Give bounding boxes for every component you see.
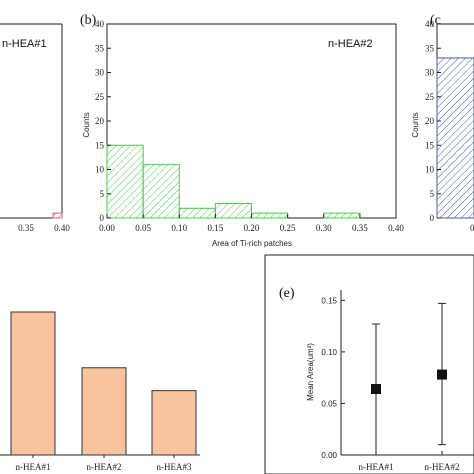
panel-c-y-tick-label: 20 [425, 116, 435, 126]
panel-b-x-tick-label: 0.15 [208, 223, 224, 233]
panel-c-x-tick-label: 0. [470, 223, 474, 233]
panel-b-y-tick-label: 40 [95, 19, 105, 29]
panel-c-y-tick-label: 25 [425, 92, 435, 102]
panel-e-marker [371, 384, 381, 394]
panel-e-letter: (e) [279, 286, 295, 301]
panel-c-y-tick-label: 35 [425, 43, 435, 53]
panel-b-bar [106, 144, 144, 219]
panel-b-bar [214, 202, 252, 219]
panel-b-y-tick-label: 10 [95, 165, 105, 175]
panel-a-bar [52, 212, 63, 219]
panel-b-y-tick-label: 30 [95, 68, 105, 78]
panel-b-bar [323, 212, 361, 219]
panel-e: (e) 0.00 0.05 0.10 0.15 n-HEA#1 n-HEA#2 Mean… [264, 254, 474, 474]
panel-b-y-axis-label: Counts [82, 112, 91, 137]
panel-e-y-tick-label: 0.00 [321, 451, 337, 460]
panel-d-bar [151, 390, 197, 456]
panel-b-y-tick-label: 35 [95, 43, 105, 53]
panel-d-x-tick-label: n-HEA#2 [87, 462, 122, 472]
panel-c-letter: (c [430, 13, 441, 28]
panel-c-y-tick-label: 15 [425, 140, 435, 150]
panel-d: n-HEA#1 n-HEA#2 n-HEA#3 [0, 311, 200, 472]
panel-b-x-tick-label: 0.00 [99, 223, 115, 233]
panel-c: (c 0 5 10 15 20 25 30 35 40 0. Counts [411, 13, 474, 233]
panel-a-x-tick-label: 0.40 [54, 223, 70, 233]
panel-a: n-HEA#1 0.35 0.40 [0, 23, 70, 233]
panel-c-y-tick-label: 5 [430, 189, 435, 199]
panel-e-marker [437, 369, 447, 380]
panel-e-frame [264, 254, 474, 474]
panel-c-y-tick-label: 40 [425, 19, 435, 29]
panel-b: (b) 0 5 10 15 20 25 30 35 40 0.00 0.05 0.10 0.15 0.2… [80, 13, 404, 248]
panel-b-x-tick-label: 0.05 [135, 223, 151, 233]
panel-b-x-tick-label: 0.25 [280, 223, 296, 233]
panel-b-letter: (b) [80, 13, 97, 28]
panel-b-x-tick-label: 0.10 [171, 223, 187, 233]
panel-e-y-tick-label: 0.05 [321, 399, 337, 408]
panel-b-x-axis-label: Area of Ti-rich patches [212, 239, 292, 248]
panel-b-y-tick-label: 20 [95, 116, 105, 126]
panel-b-x-tick-label: 0.40 [388, 223, 404, 233]
panel-b-x-tick-label: 0.35 [352, 223, 368, 233]
panel-e-y-tick-label: 0.10 [321, 348, 337, 357]
panel-b-bar [142, 164, 180, 219]
panel-d-bar [81, 367, 127, 456]
panel-b-y-tick-label: 0 [100, 213, 105, 223]
panel-d-x-tick-label: n-HEA#3 [157, 462, 192, 472]
panel-c-y-tick-label: 10 [425, 165, 435, 175]
panel-b-x-tick-label: 0.30 [316, 223, 332, 233]
panel-c-y-tick-label: 0 [430, 213, 435, 223]
panel-b-bar [251, 212, 289, 219]
panel-c-y-tick-label: 30 [425, 68, 435, 78]
panel-d-bar [10, 311, 56, 456]
panel-e-y-axis-label: Mean Area(um²) [306, 343, 315, 401]
panel-b-x-tick-label: 0.20 [244, 223, 260, 233]
panel-c-y-axis-label: Counts [411, 112, 420, 137]
panel-e-x-tick-label: n-HEA#2 [425, 462, 460, 472]
panel-c-bar [436, 57, 474, 219]
panel-a-series-label: n-HEA#1 [2, 38, 47, 50]
panel-b-y-tick-label: 5 [100, 189, 105, 199]
panel-b-bar [178, 207, 216, 219]
panel-e-x-tick-label: n-HEA#1 [359, 462, 394, 472]
panel-a-x-tick-label: 0.35 [18, 223, 34, 233]
panel-b-y-tick-label: 15 [95, 140, 105, 150]
panel-d-x-tick-label: n-HEA#1 [16, 462, 51, 472]
panel-e-y-tick-label: 0.15 [321, 296, 337, 305]
panel-b-series-label: n-HEA#2 [328, 38, 373, 50]
panel-b-y-tick-label: 25 [95, 92, 105, 102]
